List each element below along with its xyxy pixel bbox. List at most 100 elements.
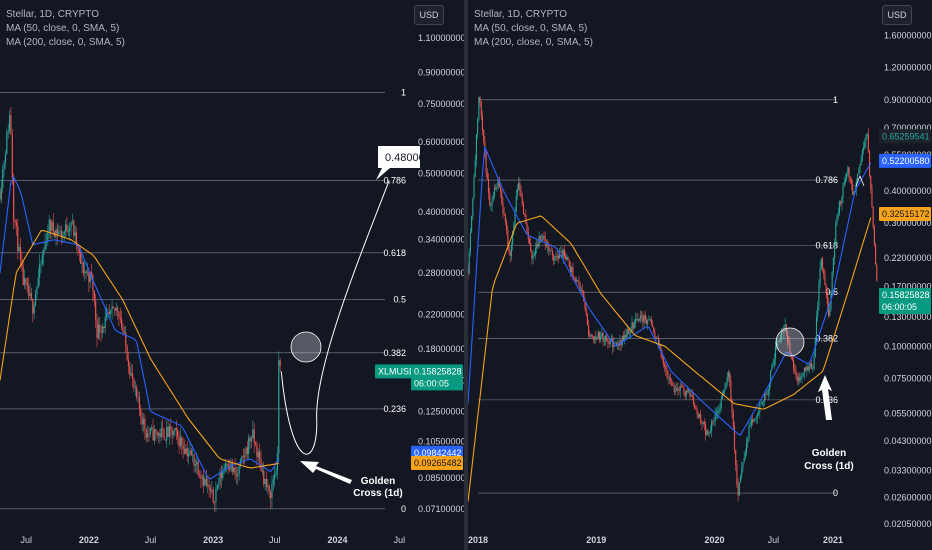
candle-body <box>243 456 244 457</box>
golden-cross-label: Cross (1d) <box>804 461 853 472</box>
candle-body <box>267 486 268 487</box>
candle-body <box>525 215 526 224</box>
candle-body <box>665 367 666 369</box>
fib-level-label: 0.618 <box>383 248 406 258</box>
y-axis-tick-label: 0.22000000 <box>884 253 932 263</box>
candle-body <box>581 290 582 291</box>
x-axis-tick-label: Jul <box>145 535 157 545</box>
candle-body <box>713 421 714 422</box>
y-axis-tick-label: 0.28000000 <box>418 268 464 278</box>
candle-body <box>472 198 473 217</box>
candle-body <box>219 473 220 485</box>
candle-body <box>809 366 810 371</box>
fib-level-label: 1 <box>833 95 838 105</box>
candle-body <box>122 327 123 332</box>
candle-body <box>864 142 865 147</box>
ma50-line <box>468 147 871 435</box>
candle-body <box>232 463 233 472</box>
candle-body <box>139 397 140 409</box>
candle-body <box>751 419 752 425</box>
candle-body <box>817 306 818 317</box>
candle-body <box>670 378 671 381</box>
candle-body <box>214 502 215 503</box>
candle-body <box>51 222 52 231</box>
candle-body <box>477 119 478 134</box>
candle-body <box>700 414 701 423</box>
candle-body <box>13 177 14 219</box>
candle-body <box>187 448 188 456</box>
currency-button[interactable]: USD <box>882 5 912 25</box>
candle-body <box>560 251 561 252</box>
candle-body <box>83 263 84 274</box>
candle-body <box>191 450 192 455</box>
candle-body <box>719 408 720 411</box>
candle-body <box>842 185 843 198</box>
candle-body <box>814 357 815 369</box>
chart-panel-right[interactable]: 10.7860.6180.50.3820.23601.600000001.200… <box>468 0 932 550</box>
candle-body <box>610 341 611 344</box>
last-price-tag-text: 0.15825828 <box>414 366 462 376</box>
candle-body <box>858 173 859 174</box>
candle-body <box>558 256 559 258</box>
candle-body <box>494 188 495 196</box>
candle-body <box>489 193 490 206</box>
candle-body <box>17 226 18 251</box>
candle-body <box>255 443 256 445</box>
candle-body <box>659 345 660 346</box>
ma200-price-tag-text: 0.32515172 <box>882 209 930 219</box>
candle-body <box>34 305 35 313</box>
candle-body <box>563 250 564 257</box>
candle-body <box>760 404 761 405</box>
chart-panel-left[interactable]: 1 0.786 0.618 0.5 0.382 0.236 0 1.10000000 0.900… <box>0 0 464 550</box>
candle-body <box>774 359 775 364</box>
candle-body <box>701 423 702 424</box>
candle-body <box>595 337 596 340</box>
candle-body <box>500 188 501 191</box>
chart-legend: Stellar, 1D, CRYPTO MA (50, close, 0, SM… <box>474 8 593 50</box>
candle-body <box>162 428 163 429</box>
candle-body <box>847 167 848 173</box>
candle-body <box>111 306 112 309</box>
candle-body <box>698 414 699 417</box>
candle-body <box>25 278 26 283</box>
currency-button[interactable]: USD <box>414 5 444 25</box>
candle-body <box>639 319 640 321</box>
candle-body <box>859 165 860 173</box>
y-axis-tick-label: 0.34000000 <box>418 235 464 245</box>
candle-body <box>263 471 264 484</box>
candle-body <box>4 163 5 170</box>
candle-body <box>24 278 25 285</box>
candle-body <box>480 97 481 103</box>
y-axis-tick-label: 0.18000000 <box>418 344 464 354</box>
candle-body <box>836 217 837 223</box>
candle-body <box>590 335 591 337</box>
candle-body <box>668 377 669 379</box>
last-price-tag-text: 06:00:05 <box>414 378 449 388</box>
candlestick-chart-right[interactable]: 10.7860.6180.50.3820.23601.600000001.200… <box>468 0 932 550</box>
candlestick-chart-left[interactable]: 1 0.786 0.618 0.5 0.382 0.236 0 1.10000000 0.900… <box>0 0 464 550</box>
golden-cross-label: Golden <box>361 476 395 487</box>
candle-body <box>741 468 742 476</box>
candle-body <box>492 200 493 206</box>
candle-body <box>506 222 507 230</box>
candle-body <box>566 257 567 260</box>
candle-body <box>623 336 624 340</box>
candle-body <box>657 338 658 339</box>
legend-ma50: MA (50, close, 0, SMA, 5) <box>6 22 125 36</box>
candle-body <box>254 429 255 443</box>
candle-body <box>542 236 543 240</box>
candle-body <box>820 268 821 285</box>
candle-body <box>482 116 483 130</box>
candle-body <box>70 222 71 227</box>
candle-body <box>136 388 137 397</box>
candle-body <box>651 319 652 323</box>
candle-body <box>598 332 599 339</box>
candle-body <box>803 373 804 375</box>
candle-body <box>568 257 569 260</box>
candle-body <box>750 425 751 426</box>
candle-body <box>754 419 755 421</box>
candle-body <box>798 378 799 382</box>
candle-body <box>687 391 688 392</box>
candle-body <box>95 301 96 320</box>
candle-body <box>728 372 729 376</box>
